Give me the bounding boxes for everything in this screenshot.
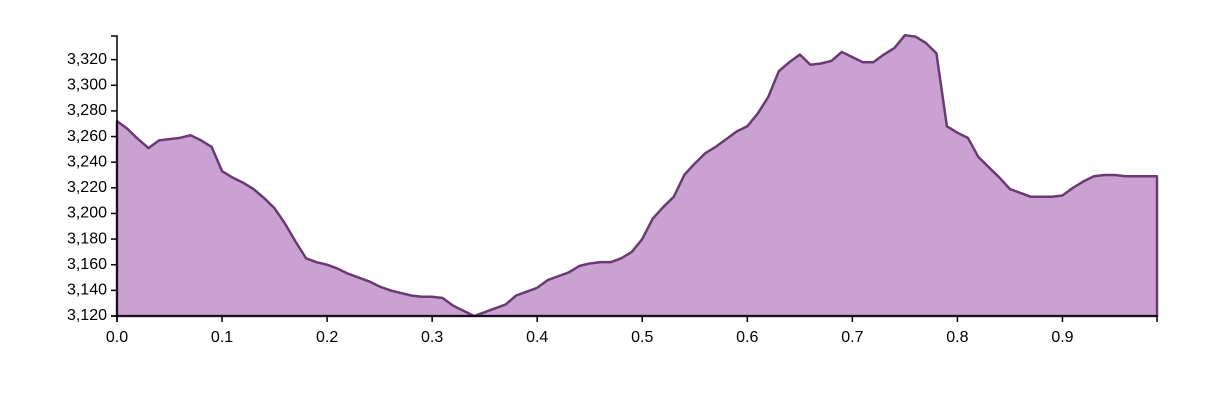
x-tick-label: 0.4 (526, 329, 548, 346)
y-tick-label: 3,280 (67, 102, 107, 119)
y-tick-label: 3,300 (67, 76, 107, 93)
y-tick-label: 3,160 (67, 256, 107, 273)
y-axis: 3,120 3,140 3,160 3,180 3,200 3,220 3,240 3,260… (67, 35, 118, 324)
x-axis: 0.0 0.1 0.2 0.3 0.4 0.5 0.6 0.7 0.8 0.9 (106, 315, 1158, 346)
x-tick-label: 0.3 (421, 329, 443, 346)
area-line (115, 34, 1159, 318)
y-tick-label: 3,240 (67, 153, 107, 170)
y-tick-label: 3,320 (67, 51, 107, 68)
y-tick-label: 3,260 (67, 128, 107, 145)
y-tick-label: 3,220 (67, 179, 107, 196)
x-tick-label: 0.5 (631, 329, 653, 346)
x-tick-label: 0.0 (106, 329, 128, 346)
y-tick-label: 3,180 (67, 230, 107, 247)
x-tick-label: 0.7 (841, 329, 863, 346)
x-tick-label: 0.1 (211, 329, 233, 346)
y-tick-label: 3,200 (67, 205, 107, 222)
x-tick-label: 0.8 (946, 329, 968, 346)
x-tick-label: 0.2 (316, 329, 338, 346)
x-tick-label: 0.6 (736, 329, 758, 346)
plot-area (115, 34, 1159, 318)
area-fill (117, 35, 1157, 316)
y-tick-label: 3,120 (67, 307, 107, 324)
x-tick-label: 0.9 (1051, 329, 1073, 346)
y-tick-label: 3,140 (67, 282, 107, 299)
